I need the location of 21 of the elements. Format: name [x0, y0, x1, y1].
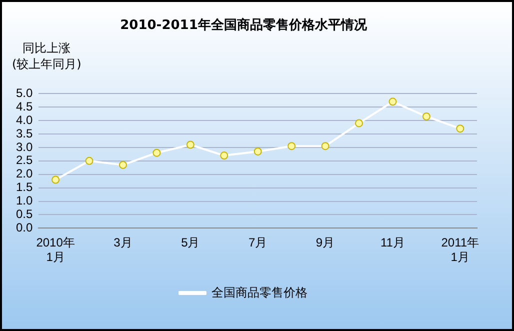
chart-title: 2010-2011年全国商品零售价格水平情况: [120, 17, 368, 34]
y-tick-label: 1.0: [16, 194, 33, 208]
y-tick-label: 4.0: [16, 112, 33, 127]
y-tick-label: 3.0: [16, 140, 33, 154]
y-tick-label: 2.5: [16, 153, 33, 168]
x-tick-label: 3月: [114, 236, 132, 250]
y-axis-title: 同比上涨 (较上年同月): [12, 40, 82, 72]
x-tick-label: 11月: [380, 236, 405, 250]
y-tick-label: 0.0: [16, 220, 33, 235]
x-tick-label: 5月: [181, 236, 200, 250]
x-tick-label: 7月: [248, 236, 268, 250]
y-tick-label: 5.0: [16, 86, 33, 100]
y-tick-label: 2.0: [16, 166, 33, 181]
x-tick-label: 2010年 1月: [36, 236, 75, 264]
x-tick-label: 9月: [316, 236, 335, 250]
y-tick-label: 3.5: [16, 126, 33, 140]
y-tick-label: 4.5: [16, 99, 33, 114]
y-tick-label: 0.5: [16, 207, 33, 222]
legend-label: 全国商品零售价格: [212, 285, 308, 300]
x-tick-label: 2011年 1月: [441, 236, 480, 264]
y-tick-label: 1.5: [16, 180, 33, 194]
